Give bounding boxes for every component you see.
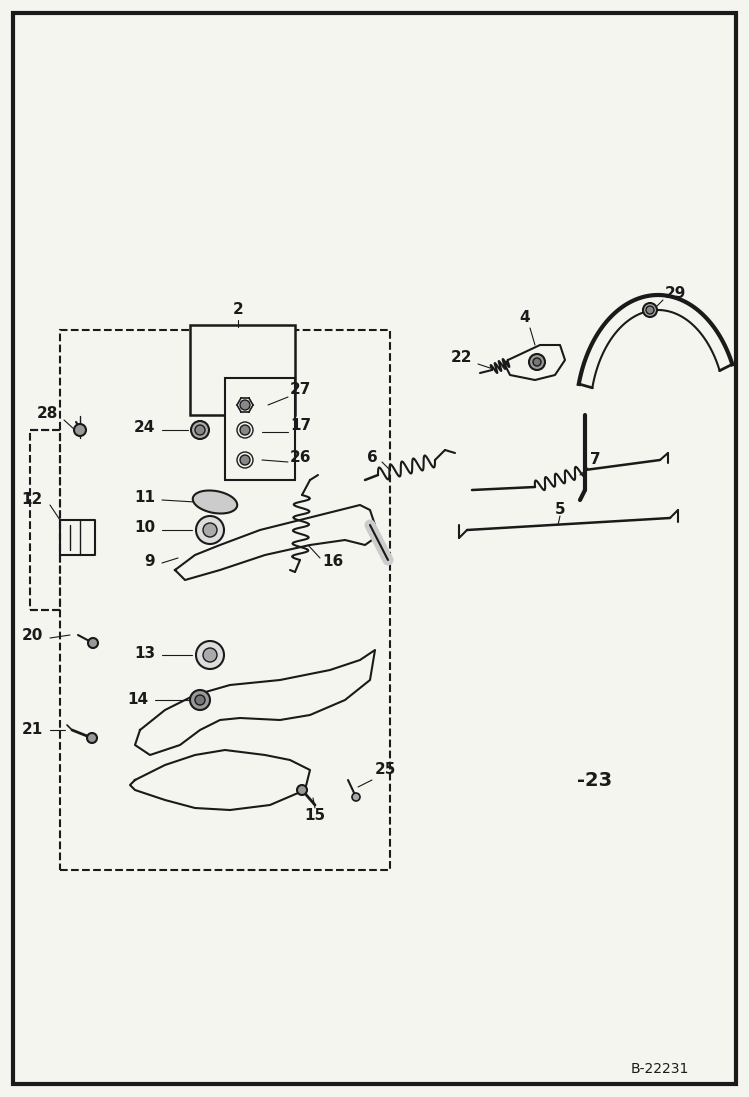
- Circle shape: [196, 641, 224, 669]
- Polygon shape: [60, 520, 95, 555]
- Bar: [30, 430, 60, 610]
- Text: B-22231: B-22231: [631, 1062, 689, 1076]
- Circle shape: [643, 303, 657, 317]
- Circle shape: [203, 523, 217, 538]
- Bar: [190, 325, 295, 415]
- Text: 28: 28: [37, 406, 58, 420]
- Text: 27: 27: [290, 383, 312, 397]
- Text: 5: 5: [555, 502, 565, 518]
- Circle shape: [203, 648, 217, 661]
- Text: -23: -23: [577, 770, 613, 790]
- Ellipse shape: [192, 490, 237, 513]
- Text: 24: 24: [133, 420, 155, 436]
- Bar: [225, 378, 295, 480]
- Text: 7: 7: [590, 452, 601, 467]
- Circle shape: [190, 690, 210, 710]
- Circle shape: [195, 425, 205, 436]
- Circle shape: [195, 695, 205, 705]
- Circle shape: [196, 516, 224, 544]
- Text: 29: 29: [665, 285, 686, 301]
- Text: 13: 13: [134, 645, 155, 660]
- Text: 10: 10: [134, 520, 155, 535]
- Circle shape: [74, 425, 86, 436]
- Circle shape: [240, 425, 250, 436]
- Circle shape: [191, 421, 209, 439]
- Text: 22: 22: [450, 351, 472, 365]
- Text: 2: 2: [233, 303, 243, 317]
- Text: 21: 21: [22, 723, 43, 737]
- Polygon shape: [135, 651, 375, 755]
- Text: 4: 4: [520, 310, 530, 326]
- Circle shape: [529, 354, 545, 370]
- Polygon shape: [505, 344, 565, 380]
- Text: 15: 15: [304, 807, 326, 823]
- Text: 16: 16: [322, 554, 343, 569]
- Circle shape: [297, 785, 307, 795]
- Circle shape: [646, 306, 654, 314]
- Circle shape: [533, 358, 541, 366]
- Polygon shape: [130, 750, 310, 810]
- Circle shape: [87, 733, 97, 743]
- Circle shape: [88, 638, 98, 648]
- Polygon shape: [175, 505, 375, 580]
- Circle shape: [352, 793, 360, 801]
- Text: 12: 12: [22, 493, 43, 508]
- Text: 26: 26: [290, 451, 312, 465]
- Text: 20: 20: [22, 627, 43, 643]
- Text: 25: 25: [375, 762, 396, 778]
- Circle shape: [240, 400, 250, 410]
- Circle shape: [240, 455, 250, 465]
- Text: 9: 9: [145, 554, 155, 569]
- Text: 11: 11: [134, 490, 155, 506]
- Text: 14: 14: [127, 692, 148, 708]
- Text: 6: 6: [367, 451, 378, 465]
- Bar: [60, 330, 390, 870]
- Text: 17: 17: [290, 418, 311, 432]
